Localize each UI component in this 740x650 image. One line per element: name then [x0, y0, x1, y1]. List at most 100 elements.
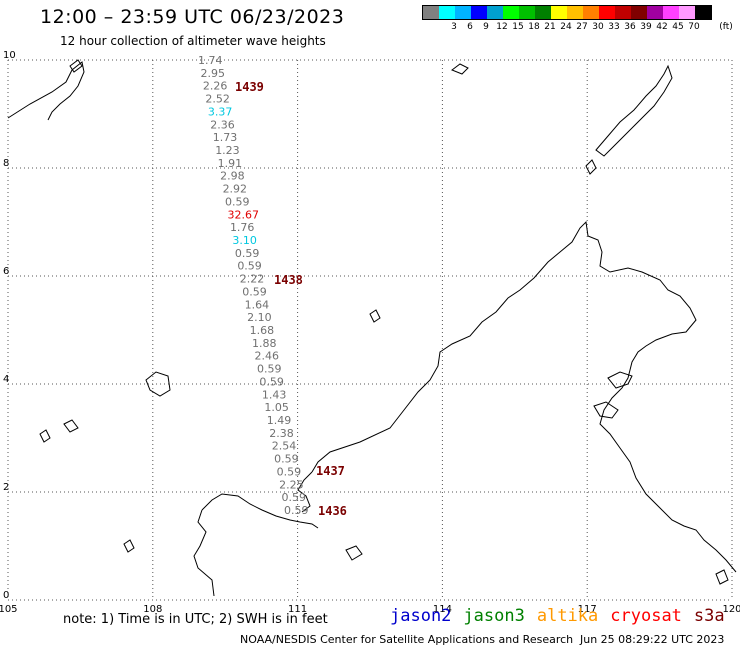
coastlines: [7, 59, 737, 597]
pass-time-label: 1438: [274, 273, 303, 287]
legend-tick-label: 3: [451, 22, 457, 32]
lon-tick-label: 120: [722, 604, 740, 615]
lat-tick-label: 2: [3, 482, 9, 493]
credit-text: NOAA/NESDIS Center for Satellite Applica…: [240, 633, 574, 646]
swh-value: 2.36: [210, 118, 235, 131]
pass-time-label: 1439: [235, 80, 264, 94]
swh-value: 2.10: [247, 311, 272, 324]
swh-value: 0.59: [284, 504, 309, 517]
color-legend: 3 6 9 12 15 18 21 24 27 30 33 36 39 42 45 70 (ft): [422, 5, 733, 34]
coastline-island-a: [585, 159, 597, 175]
swh-value: 2.46: [255, 350, 280, 363]
swh-value: 1.64: [245, 298, 270, 311]
satellite-name: jason2: [390, 606, 452, 626]
legend-swatch: [695, 6, 711, 19]
swh-value: 1.76: [230, 221, 255, 234]
legend-tick-label: 9: [483, 22, 489, 32]
swh-value: 1.49: [267, 414, 292, 427]
swh-value: 2.54: [272, 440, 297, 453]
note-text: note: 1) Time is in UTC; 2) SWH is in fe…: [63, 612, 328, 627]
lon-tick-label: 114: [433, 604, 452, 615]
swh-value: 1.68: [250, 324, 275, 337]
legend-swatch: [583, 6, 599, 19]
time-labels: 1439 1438 1437 1436: [235, 80, 347, 518]
legend-swatch: [631, 6, 647, 19]
swh-value: 1.88: [252, 337, 276, 350]
lat-tick-label: 10: [3, 50, 16, 61]
pass-time-label: 1436: [318, 504, 347, 518]
swh-value: 0.59: [257, 363, 282, 376]
satellite-name: jason3: [463, 606, 525, 626]
coastline-island-j: [369, 309, 381, 323]
legend-unit: (ft): [719, 22, 733, 32]
legend-tick-label: 70: [688, 22, 700, 32]
swh-value: 0.59: [259, 375, 284, 388]
legend-swatch: [455, 6, 471, 19]
lat-tick-label: 0: [3, 590, 9, 601]
coastline-island-k: [715, 569, 729, 585]
coastline-island-f: [450, 63, 469, 75]
swh-value: 2.98: [220, 170, 245, 183]
satellite-legend: jason2 jason3 altika cryosat s3a: [390, 606, 737, 626]
legend-labels: 3 6 9 12 15 18 21 24 27 30 33 36 39 42 45 70 (ft): [422, 20, 733, 34]
swh-track: 1.742.952.262.523.372.361.731.231.912.98…: [198, 54, 309, 517]
coastline-west: [7, 61, 85, 121]
swh-value: 1.05: [264, 401, 289, 414]
coastline-island-h: [63, 419, 79, 433]
legend-swatch: [519, 6, 535, 19]
lat-lon-grid: 105 108 111 114 117 120 0 2 4 6 8 10: [0, 50, 740, 615]
timestamp-text: Jun 25 08:29:22 UTC 2023: [580, 633, 725, 646]
legend-tick-label: 18: [528, 22, 540, 32]
legend-swatch: [471, 6, 487, 19]
swh-value: 1.23: [215, 144, 240, 157]
swh-value: 3.10: [232, 234, 257, 247]
map-title: 12:00 – 23:59 UTC 06/23/2023: [40, 6, 345, 28]
lon-tick-label: 111: [288, 604, 307, 615]
coastline-island-i: [123, 539, 135, 553]
legend-tick-label: 33: [608, 22, 620, 32]
swh-value: 2.25: [279, 478, 304, 491]
legend-swatch: [663, 6, 679, 19]
swh-value: 3.37: [208, 105, 233, 118]
legend-swatch: [599, 6, 615, 19]
coastline-borneo-south: [297, 471, 313, 513]
swh-value: 1.91: [218, 157, 243, 170]
legend-swatch: [439, 6, 455, 19]
coastline-palawan: [595, 64, 673, 157]
legend-swatch: [615, 6, 631, 19]
coastline-island-g: [39, 429, 51, 443]
legend-swatch: [679, 6, 695, 19]
satellite-name: s3a: [693, 606, 725, 626]
lat-tick-label: 4: [3, 374, 9, 385]
swh-value: 0.59: [274, 453, 299, 466]
legend-swatch: [503, 6, 519, 19]
swh-value: 2.92: [223, 183, 248, 196]
swh-value: 2.22: [240, 273, 265, 286]
swh-value: 2.26: [203, 80, 228, 93]
satellite-name: altika: [536, 606, 599, 626]
swh-value: 1.73: [213, 131, 238, 144]
coastline-island-e: [345, 545, 363, 561]
coastline-west-island: [69, 59, 83, 73]
legend-tick-label: 42: [656, 22, 668, 32]
legend-tick-label: 39: [640, 22, 652, 32]
lon-tick-label: 117: [578, 604, 597, 615]
legend-tick-label: 24: [560, 22, 572, 32]
swh-value: 0.59: [282, 491, 307, 504]
legend-swatch: [567, 6, 583, 19]
coastline-island-b: [145, 371, 171, 397]
swh-value: 32.67: [227, 208, 259, 221]
satellite-name: cryosat: [610, 606, 682, 626]
legend-swatch: [647, 6, 663, 19]
swh-value: 0.59: [237, 260, 261, 273]
coastline-island-d: [593, 401, 619, 419]
legend-tick-label: 15: [512, 22, 524, 32]
coastline-borneo: [311, 220, 737, 573]
lat-tick-label: 8: [3, 158, 9, 169]
lon-tick-label: 105: [0, 604, 18, 615]
coastline-sumatra: [201, 493, 319, 529]
legend-tick-label: 21: [544, 22, 556, 32]
swh-value: 0.59: [225, 195, 250, 208]
legend-tick-label: 27: [576, 22, 588, 32]
